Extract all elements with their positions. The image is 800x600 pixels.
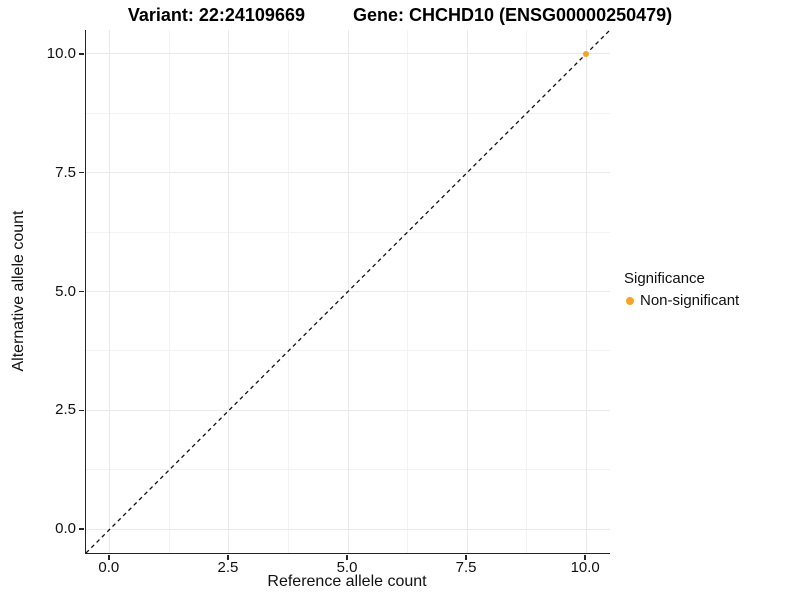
- plot-title: Variant: 22:24109669 Gene: CHCHD10 (ENSG…: [0, 5, 800, 26]
- y-axis-tick-label: 7.5: [55, 163, 76, 181]
- legend-item-label: Non-significant: [640, 292, 740, 309]
- y-axis-tick-label: 0.0: [55, 520, 76, 538]
- x-axis-tick-label: 2.5: [217, 559, 239, 576]
- x-axis-tick-label: 5.0: [336, 559, 358, 576]
- x-axis-tick: [346, 554, 348, 560]
- y-axis-tick: [79, 171, 84, 174]
- x-axis-tick-label: 0.0: [98, 559, 120, 576]
- plot-title-variant: Variant: 22:24109669: [127, 5, 305, 25]
- gridline-major-horizontal: [86, 409, 610, 411]
- y-axis-tick-label: 10.0: [46, 44, 76, 62]
- legend-marker-dot: [626, 296, 634, 305]
- y-axis-tick: [79, 528, 84, 530]
- identity-dashed-line: [86, 30, 610, 553]
- x-axis-tick: [465, 554, 467, 560]
- plot-title-gene: Gene: CHCHD10 (ENSG00000250479): [352, 5, 673, 25]
- y-axis-title: Alternative allele count: [10, 210, 27, 372]
- y-axis-tick: [79, 409, 84, 412]
- y-axis-tick-label: 2.5: [55, 401, 76, 419]
- x-axis-tick: [108, 554, 110, 560]
- gridline-major-horizontal: [86, 172, 610, 174]
- x-axis-title: Reference allele count: [267, 573, 427, 590]
- gridline-major-horizontal: [86, 53, 610, 55]
- y-axis-tick: [79, 290, 84, 293]
- y-axis-tick: [79, 53, 84, 55]
- legend-items: Non-significant: [624, 292, 739, 309]
- scatter-point: [583, 50, 590, 57]
- x-axis-tick: [227, 554, 229, 560]
- gridline-major-horizontal: [86, 528, 610, 530]
- legend: Significance Non-significant: [624, 270, 739, 309]
- legend-title: Significance: [624, 270, 705, 287]
- legend-item: Non-significant: [626, 292, 739, 309]
- y-axis-tick-label: 5.0: [55, 282, 76, 300]
- x-axis-tick-label: 10.0: [570, 559, 600, 576]
- x-axis-tick: [584, 554, 586, 560]
- plot-panel: [85, 30, 610, 554]
- x-axis-tick-label: 7.5: [455, 559, 477, 576]
